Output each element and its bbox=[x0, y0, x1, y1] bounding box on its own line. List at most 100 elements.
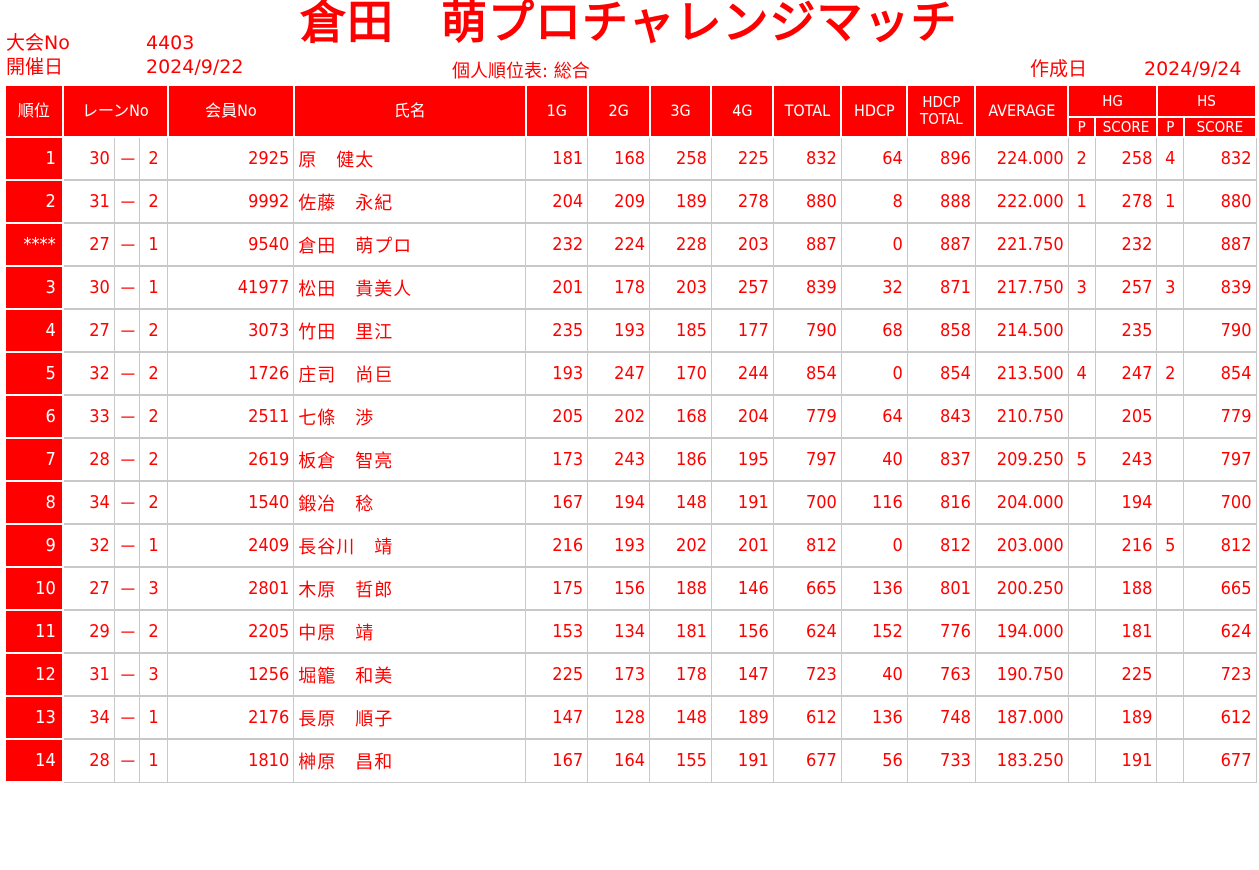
average-cell: 183.250 bbox=[974, 738, 1069, 783]
hdcp-total-cell: 837 bbox=[906, 437, 976, 482]
hdcp-cell: 152 bbox=[840, 609, 908, 654]
hs-score-cell: 854 bbox=[1183, 351, 1257, 396]
game4-cell: 189 bbox=[710, 695, 774, 740]
lane-separator: － bbox=[113, 652, 140, 697]
hs-place-cell bbox=[1156, 566, 1185, 611]
lane-separator: － bbox=[113, 695, 140, 740]
average-cell: 217.750 bbox=[974, 265, 1069, 310]
average-cell: 221.750 bbox=[974, 222, 1069, 267]
lane-cell: 27 bbox=[62, 308, 115, 353]
member-no-cell: 41977 bbox=[167, 265, 295, 310]
player-name-cell: 板倉 智亮 bbox=[293, 437, 527, 482]
member-no-cell: 2619 bbox=[167, 437, 295, 482]
hg-score-cell: 191 bbox=[1094, 738, 1158, 783]
game2-cell: 156 bbox=[587, 566, 651, 611]
hs-score-cell: 880 bbox=[1183, 179, 1257, 224]
hg-score-cell: 205 bbox=[1094, 394, 1158, 439]
total-cell: 854 bbox=[772, 351, 842, 396]
hdcp-total-cell: 843 bbox=[906, 394, 976, 439]
hdcp-cell: 32 bbox=[840, 265, 908, 310]
hs-place-cell bbox=[1156, 652, 1185, 697]
hs-score-cell: 779 bbox=[1183, 394, 1257, 439]
hg-place-cell bbox=[1067, 566, 1096, 611]
hg-score-cell: 181 bbox=[1094, 609, 1158, 654]
average-cell: 203.000 bbox=[974, 523, 1069, 568]
hdcp-total-cell: 888 bbox=[906, 179, 976, 224]
hdcp-cell: 64 bbox=[840, 394, 908, 439]
average-cell: 209.250 bbox=[974, 437, 1069, 482]
col-hdcp-total-header: HDCP TOTAL bbox=[906, 84, 977, 138]
game2-cell: 202 bbox=[587, 394, 651, 439]
game2-cell: 224 bbox=[587, 222, 651, 267]
game4-cell: 278 bbox=[710, 179, 774, 224]
table-row: **** 27 － 1 9540 倉田 萌プロ 232 224 228 203 887 0 887 221… bbox=[4, 222, 1257, 267]
hg-place-cell bbox=[1067, 738, 1096, 783]
hs-score-cell: 723 bbox=[1183, 652, 1257, 697]
hg-score-cell: 232 bbox=[1094, 222, 1158, 267]
average-cell: 210.750 bbox=[974, 394, 1069, 439]
col-g3-header: 3G bbox=[648, 84, 713, 138]
member-no-cell: 2176 bbox=[167, 695, 295, 740]
col-g1-header: 1G bbox=[524, 84, 589, 138]
game1-cell: 201 bbox=[525, 265, 589, 310]
col-hdcp-header: HDCP bbox=[840, 84, 909, 138]
game1-cell: 175 bbox=[525, 566, 589, 611]
game4-cell: 177 bbox=[710, 308, 774, 353]
average-cell: 214.500 bbox=[974, 308, 1069, 353]
lane-position-cell: 1 bbox=[138, 695, 169, 740]
lane-position-cell: 2 bbox=[138, 609, 169, 654]
lane-position-cell: 3 bbox=[138, 652, 169, 697]
col-g4-header: 4G bbox=[710, 84, 775, 138]
total-cell: 887 bbox=[772, 222, 842, 267]
game2-cell: 209 bbox=[587, 179, 651, 224]
lane-separator: － bbox=[113, 523, 140, 568]
game3-cell: 189 bbox=[649, 179, 712, 224]
player-name-cell: 長原 順子 bbox=[293, 695, 527, 740]
member-no-cell: 2511 bbox=[167, 394, 295, 439]
player-name-cell: 松田 貴美人 bbox=[293, 265, 527, 310]
player-name-cell: 佐藤 永紀 bbox=[293, 179, 527, 224]
player-name-cell: 鍛冶 稔 bbox=[293, 480, 527, 525]
player-name-cell: 榊原 昌和 bbox=[293, 738, 527, 783]
hg-score-cell: 188 bbox=[1094, 566, 1158, 611]
hg-place-cell bbox=[1067, 609, 1096, 654]
game4-cell: 225 bbox=[710, 136, 774, 181]
table-row: 4 27 － 2 3073 竹田 里江 235 193 185 177 790 68 858 214.50… bbox=[4, 308, 1257, 353]
hg-score-cell: 225 bbox=[1094, 652, 1158, 697]
col-hg-header: HG bbox=[1067, 84, 1158, 118]
game2-cell: 243 bbox=[587, 437, 651, 482]
game2-cell: 194 bbox=[587, 480, 651, 525]
col-member-header: 会員No bbox=[166, 84, 295, 138]
total-cell: 677 bbox=[772, 738, 842, 783]
hs-place-cell bbox=[1156, 738, 1185, 783]
hdcp-total-cell: 733 bbox=[906, 738, 976, 783]
member-no-cell: 2925 bbox=[167, 136, 295, 181]
hg-score-cell: 243 bbox=[1094, 437, 1158, 482]
member-no-cell: 1256 bbox=[167, 652, 295, 697]
game4-cell: 195 bbox=[710, 437, 774, 482]
hg-score-cell: 257 bbox=[1094, 265, 1158, 310]
hg-place-cell: 3 bbox=[1067, 265, 1096, 310]
hg-place-cell: 2 bbox=[1067, 136, 1096, 181]
player-name-cell: 庄司 尚巨 bbox=[293, 351, 527, 396]
hs-score-cell: 700 bbox=[1183, 480, 1257, 525]
col-hs-header: HS bbox=[1155, 84, 1258, 118]
hdcp-cell: 8 bbox=[840, 179, 908, 224]
hs-place-cell bbox=[1156, 437, 1185, 482]
member-no-cell: 2409 bbox=[167, 523, 295, 568]
lane-cell: 32 bbox=[62, 523, 115, 568]
member-no-cell: 2801 bbox=[167, 566, 295, 611]
rank-cell: 4 bbox=[4, 308, 64, 353]
hdcp-total-cell: 887 bbox=[906, 222, 976, 267]
hg-score-cell: 189 bbox=[1094, 695, 1158, 740]
member-no-cell: 9540 bbox=[167, 222, 295, 267]
hg-place-cell bbox=[1067, 308, 1096, 353]
page-subtitle: 個人順位表: 総合 bbox=[452, 61, 590, 82]
average-cell: 187.000 bbox=[974, 695, 1069, 740]
game4-cell: 244 bbox=[710, 351, 774, 396]
rank-cell: 6 bbox=[4, 394, 64, 439]
total-cell: 723 bbox=[772, 652, 842, 697]
lane-position-cell: 1 bbox=[138, 523, 169, 568]
table-row: 11 29 － 2 2205 中原 靖 153 134 181 156 624 152 776 194.0… bbox=[4, 609, 1257, 654]
average-cell: 222.000 bbox=[974, 179, 1069, 224]
